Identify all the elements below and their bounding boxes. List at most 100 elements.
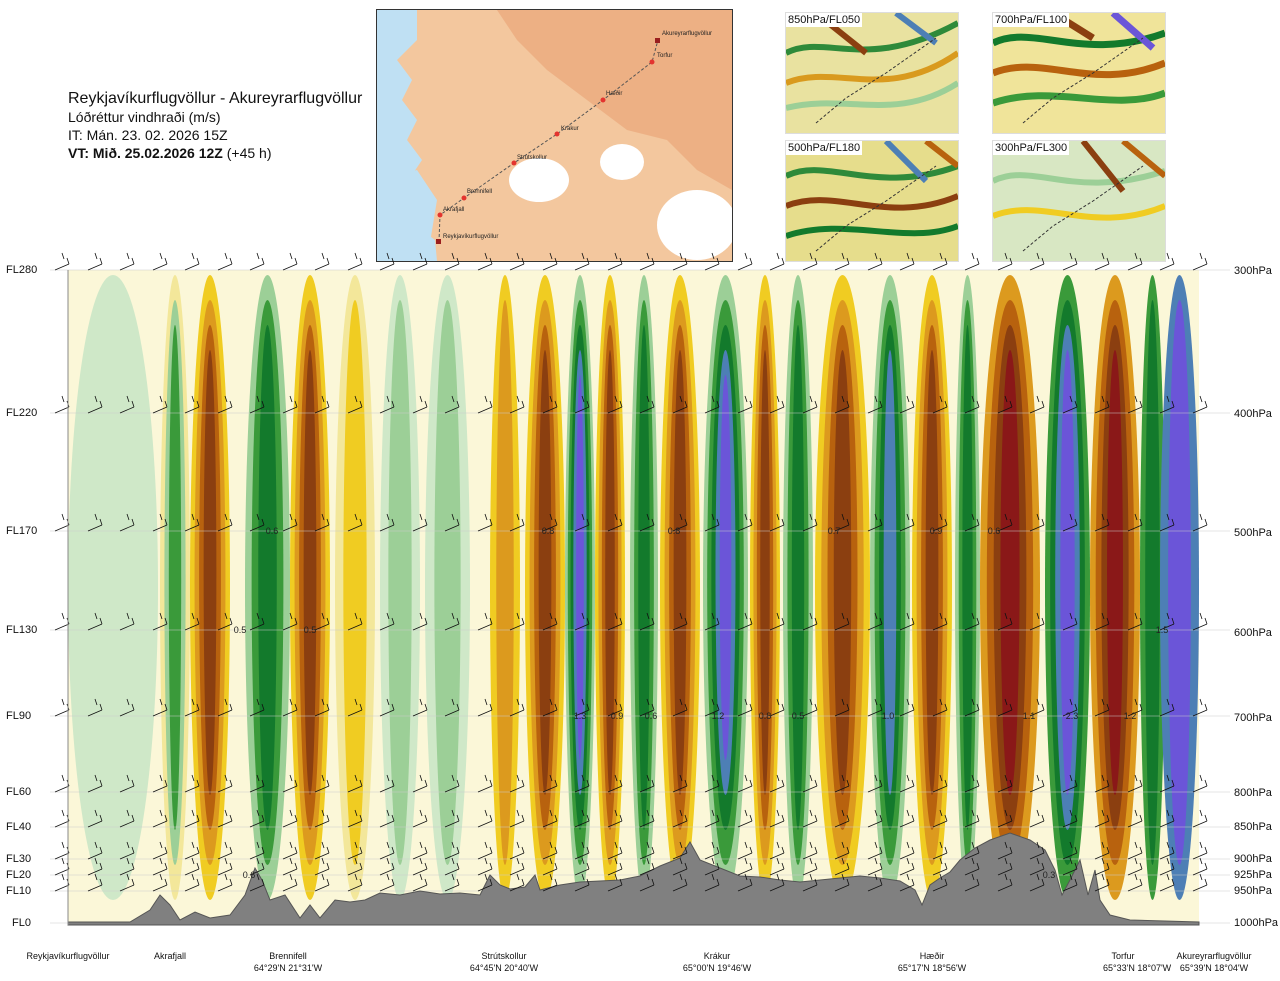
wind-barb (152, 698, 168, 717)
wind-band-18 (883, 350, 897, 795)
wind-barb (704, 774, 720, 793)
wind-barb (672, 513, 688, 532)
wind-barb (639, 841, 655, 860)
wind-barb (542, 873, 558, 892)
wind-barb (932, 612, 948, 631)
wind-barb (1192, 395, 1208, 414)
wind-barb (54, 395, 70, 414)
wind-barb (639, 857, 655, 876)
wind-barb (1192, 252, 1208, 271)
wind-barb (217, 873, 233, 892)
wind-barb (379, 774, 395, 793)
wind-band-20 (962, 325, 973, 830)
fl-label: FL30 (6, 853, 32, 865)
wind-barb (867, 841, 883, 860)
wind-barb (87, 612, 103, 631)
wind-barb (639, 513, 655, 532)
wind-barb (184, 252, 200, 271)
wind-barb (119, 612, 135, 631)
wind-barb (867, 395, 883, 414)
valid-time-offset: (+45 h) (226, 145, 272, 161)
wind-barb (899, 873, 915, 892)
wind-barb (249, 857, 265, 876)
wind-barb (509, 873, 525, 892)
hpa-label: 400hPa (1234, 408, 1272, 420)
wind-band-6 (388, 300, 412, 865)
wind-band-12 (638, 325, 650, 830)
map-label-haedir: Hæðir (606, 90, 622, 97)
wind-barb (1127, 252, 1143, 271)
wind-barb (217, 841, 233, 860)
wind-barb (184, 774, 200, 793)
wind-barb (802, 841, 818, 860)
wind-band-7 (434, 300, 461, 865)
wind-barb (867, 513, 883, 532)
wind-barb (769, 252, 785, 271)
contour-label: 1.3 (574, 711, 587, 721)
wind-barb (1127, 873, 1143, 892)
wind-barb (444, 857, 460, 876)
wind-barb (54, 809, 70, 828)
wind-barb (1127, 612, 1143, 631)
wind-barb (769, 513, 785, 532)
hpa-label: 800hPa (1234, 787, 1272, 799)
location-label: Akureyrarflugvöllur 65°39'N 18°04'W (1150, 950, 1278, 974)
wind-barb (802, 612, 818, 631)
glacier-vatnajokull (657, 190, 732, 260)
wind-barb (1029, 774, 1045, 793)
wind-barb (54, 513, 70, 532)
wind-barb (509, 252, 525, 271)
wind-barb (477, 612, 493, 631)
wind-barb (1127, 698, 1143, 717)
wind-barb (1127, 841, 1143, 860)
wind-barb (347, 774, 363, 793)
wind-barb (1062, 841, 1078, 860)
thumbnail-300hpa[interactable]: 300hPa/FL300 (992, 140, 1166, 262)
contour-label: 0.6 (243, 870, 256, 880)
wind-barb (964, 841, 980, 860)
valid-time: VT: Mið. 25.02.2026 12Z (+45 h) (68, 144, 362, 162)
wind-barb (672, 857, 688, 876)
map-label-brennifell: Brennifell (467, 189, 492, 195)
wind-barb (574, 857, 590, 876)
hpa-label: 700hPa (1234, 712, 1272, 724)
wind-barb (1192, 612, 1208, 631)
hpa-label: 500hPa (1234, 527, 1272, 539)
wind-barb (542, 395, 558, 414)
wind-barb (997, 612, 1013, 631)
location-label: Brennifell 64°29'N 21°31'W (238, 950, 338, 974)
wind-barb (1192, 873, 1208, 892)
wind-barb (87, 809, 103, 828)
wind-barb (737, 774, 753, 793)
wind-band-3 (258, 325, 277, 830)
location-label: Reykjavíkurflugvöllur (8, 950, 128, 962)
wind-barb (509, 513, 525, 532)
wind-barb (1029, 698, 1045, 717)
thumbnail-500hpa-image (786, 141, 958, 261)
thumbnail-700hpa[interactable]: 700hPa/FL100 (992, 12, 1166, 134)
wind-barb (542, 698, 558, 717)
wind-barb (574, 873, 590, 892)
wind-barb (314, 252, 330, 271)
contour-label: 0.5 (304, 625, 317, 635)
wind-barb (704, 395, 720, 414)
wind-barb (412, 513, 428, 532)
hpa-label: 925hPa (1234, 869, 1272, 881)
wind-barb (249, 395, 265, 414)
wind-barb (1094, 774, 1110, 793)
wind-barb (217, 698, 233, 717)
wind-barb (314, 612, 330, 631)
hpa-label: 850hPa (1234, 821, 1272, 833)
wind-barb (282, 395, 298, 414)
wind-barb (607, 809, 623, 828)
location-coord: 65°00'N 19°46'W (682, 963, 752, 973)
thumbnail-850hpa[interactable]: 850hPa/FL050 (785, 12, 959, 134)
wind-barb (704, 612, 720, 631)
contour-label: 1.1 (1023, 711, 1036, 721)
thumbnail-500hpa[interactable]: 500hPa/FL180 (785, 140, 959, 262)
contour-label: 2.3 (1066, 711, 1079, 721)
wind-barb (379, 395, 395, 414)
wind-barb (347, 252, 363, 271)
wind-barb (1192, 513, 1208, 532)
